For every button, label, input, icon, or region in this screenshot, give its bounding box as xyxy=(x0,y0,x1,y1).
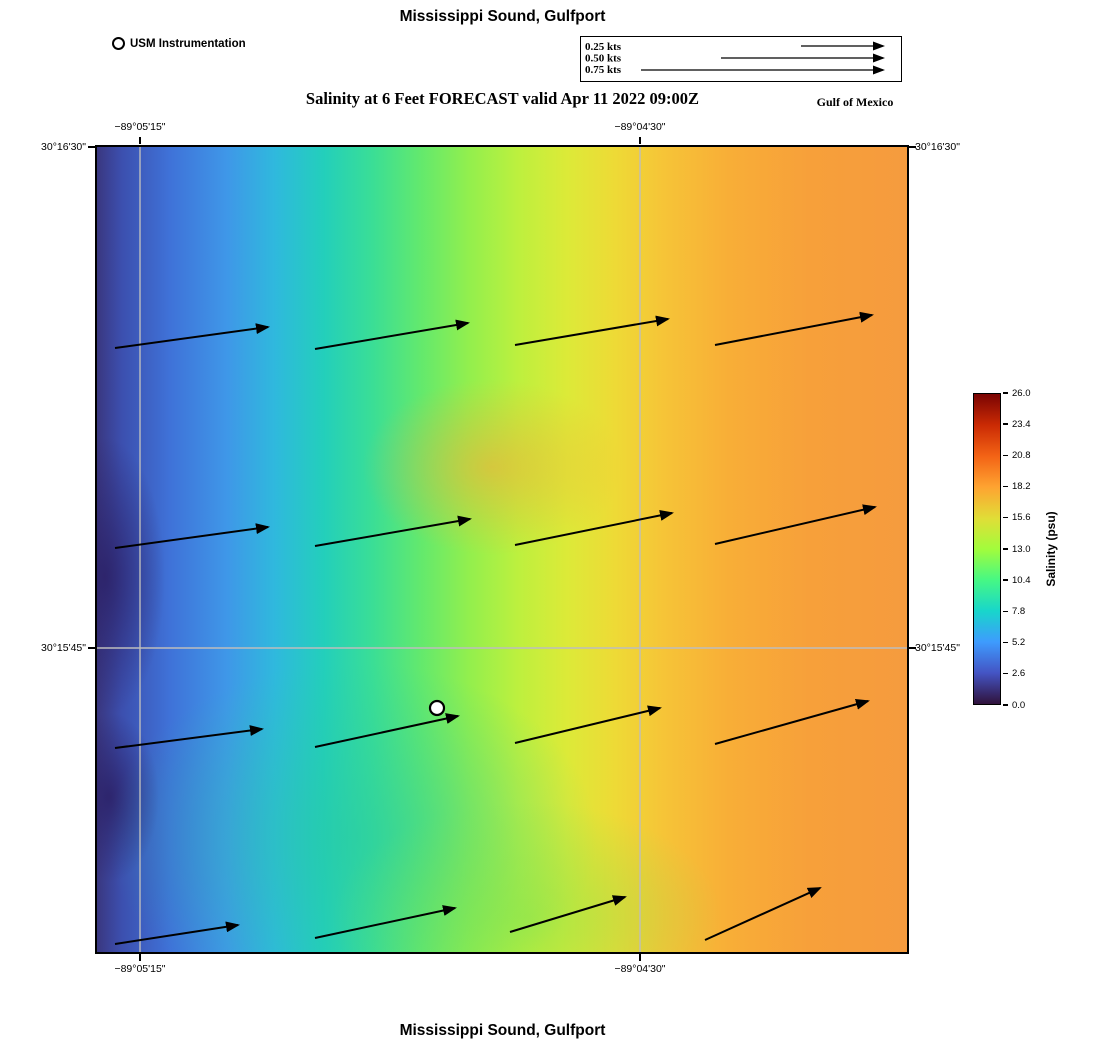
lat-label-left-south: 30°15'45" xyxy=(41,642,86,654)
lon-label-top-west: −89°05'15" xyxy=(114,121,166,133)
speed-scale-graphic: 0.25 kts 0.50 kts 0.75 kts xyxy=(585,41,885,76)
current-vector-arrow xyxy=(114,523,270,549)
colorbar-gradient xyxy=(973,393,1001,705)
lon-label-bottom-east: −89°04'30" xyxy=(614,963,666,975)
current-vector-arrow xyxy=(314,713,460,748)
colorbar-tick-mark xyxy=(1003,673,1008,675)
current-vector-arrow xyxy=(509,895,627,933)
axis-tick-top-west xyxy=(139,137,141,144)
current-vector-arrow xyxy=(114,921,240,945)
axis-tick-bottom-east xyxy=(639,954,641,961)
colorbar-tick-mark xyxy=(1003,548,1008,550)
speed-scale-label-075: 0.75 kts xyxy=(585,64,622,76)
colorbar-tick-label: 20.8 xyxy=(1012,449,1031,461)
figure-title-top: Mississippi Sound, Gulfport xyxy=(399,8,606,25)
colorbar-tick-label: 0.0 xyxy=(1012,699,1026,711)
axis-tick-top-east xyxy=(639,137,641,144)
current-vector-arrow xyxy=(114,725,264,749)
speed-scale-label-050: 0.50 kts xyxy=(585,53,622,65)
colorbar-tick-mark xyxy=(1003,517,1008,519)
current-vector-arrow xyxy=(714,504,877,545)
lat-label-right-south: 30°15'45" xyxy=(915,642,960,654)
current-vector-arrow xyxy=(714,311,874,346)
colorbar-tick: 26.0 xyxy=(1003,387,1031,399)
colorbar-tick: 5.2 xyxy=(1003,637,1026,649)
current-vector-arrow xyxy=(714,698,870,745)
current-vector-arrow xyxy=(514,315,670,346)
colorbar-tick-label: 5.2 xyxy=(1012,637,1026,649)
figure-title-bottom: Mississippi Sound, Gulfport xyxy=(399,1022,606,1039)
lon-label-bottom-west: −89°05'15" xyxy=(114,963,166,975)
axis-tick-bottom-west xyxy=(139,954,141,961)
instrument-legend: USM Instrumentation xyxy=(112,37,246,50)
axis-tick-left-south xyxy=(88,647,95,649)
colorbar-tick: 13.0 xyxy=(1003,543,1031,555)
colorbar-tick-label: 13.0 xyxy=(1012,543,1031,555)
speed-scale-label-025: 0.25 kts xyxy=(585,41,622,53)
colorbar-tick-mark xyxy=(1003,610,1008,613)
colorbar-tick-mark xyxy=(1003,579,1008,581)
station-circle-icon xyxy=(112,37,125,50)
salinity-map xyxy=(45,145,909,1032)
colorbar-tick-label: 15.6 xyxy=(1012,512,1031,524)
colorbar-tick-mark xyxy=(1003,454,1008,457)
colorbar-tick: 23.4 xyxy=(1003,418,1031,430)
colorbar-tick-label: 23.4 xyxy=(1012,418,1031,430)
axis-tick-left-north xyxy=(88,146,95,148)
instrument-legend-label: USM Instrumentation xyxy=(130,37,246,50)
current-vector-arrow xyxy=(514,510,674,546)
colorbar-tick: 2.6 xyxy=(1003,668,1026,680)
current-vector-arrow xyxy=(314,905,457,939)
colorbar-tick: 7.8 xyxy=(1003,605,1026,617)
colorbar-tick-mark xyxy=(1003,423,1008,425)
colorbar-tick: 10.4 xyxy=(1003,574,1031,586)
lat-label-left-north: 30°16'30" xyxy=(41,141,86,153)
current-vector-field xyxy=(114,311,877,945)
current-vector-arrow xyxy=(114,323,270,349)
colorbar-tick-label: 2.6 xyxy=(1012,668,1026,680)
current-vector-arrow xyxy=(314,515,472,547)
usm-station-marker xyxy=(428,699,446,717)
speed-scale-legend: 0.25 kts 0.50 kts 0.75 kts xyxy=(580,36,902,82)
colorbar-tick-mark xyxy=(1003,641,1008,644)
colorbar-tick: 18.2 xyxy=(1003,481,1031,493)
colorbar-tick: 0.0 xyxy=(1003,699,1026,711)
lat-label-right-north: 30°16'30" xyxy=(915,141,960,153)
axis-tick-right-south xyxy=(909,647,916,649)
colorbar-tick-label: 7.8 xyxy=(1012,605,1026,617)
colorbar-tick-label: 10.4 xyxy=(1012,574,1031,586)
current-vector-arrow xyxy=(514,705,662,744)
colorbar-tick-mark xyxy=(1003,704,1008,706)
region-label: Gulf of Mexico xyxy=(816,95,894,109)
current-vector-arrow xyxy=(314,319,470,350)
colorbar-tick: 20.8 xyxy=(1003,449,1031,461)
colorbar-axis-label: Salinity (psu) xyxy=(1044,511,1058,587)
figure-subtitle: Salinity at 6 Feet FORECAST valid Apr 11… xyxy=(305,89,700,108)
current-vector-arrow xyxy=(704,887,822,941)
colorbar-ticks: 26.0 23.4 20.8 18.2 15.6 13.0 10.4 7.8 5.2 2.6 0.0 xyxy=(1003,388,1067,711)
colorbar-tick: 15.6 xyxy=(1003,512,1031,524)
colorbar-tick-mark xyxy=(1003,392,1008,394)
lon-label-top-east: −89°04'30" xyxy=(614,121,666,133)
colorbar-tick-label: 26.0 xyxy=(1012,387,1031,399)
colorbar-tick-mark xyxy=(1003,485,1008,488)
high-salinity-patch xyxy=(362,379,622,555)
salinity-map-graphic xyxy=(45,147,907,1032)
colorbar-tick-label: 18.2 xyxy=(1012,481,1031,493)
axis-tick-right-north xyxy=(909,146,916,148)
